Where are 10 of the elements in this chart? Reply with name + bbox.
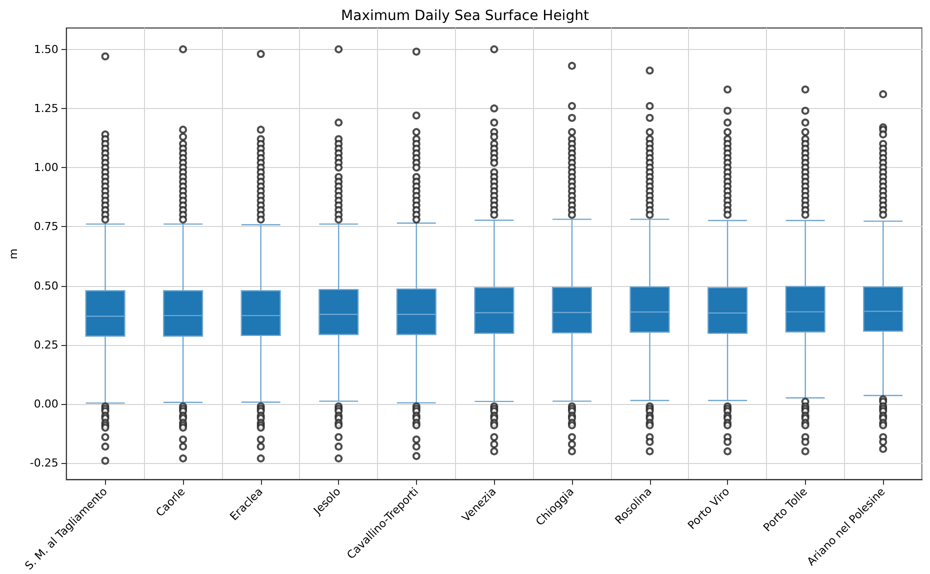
y-tick-label: 1.50: [34, 42, 58, 56]
y-tick-label: 0.50: [34, 279, 58, 292]
y-tick-label: 0.75: [34, 220, 58, 234]
y-tick-label: 0.25: [34, 338, 58, 352]
y-tick-label: 0.00: [34, 398, 58, 411]
y-tick-label: 1.00: [34, 161, 58, 174]
y-tick-label: 1.25: [34, 102, 58, 115]
y-tick-label: -0.25: [30, 456, 58, 470]
y-axis-title: m: [7, 248, 20, 260]
chart-title: Maximum Daily Sea Surface Height: [341, 8, 590, 24]
